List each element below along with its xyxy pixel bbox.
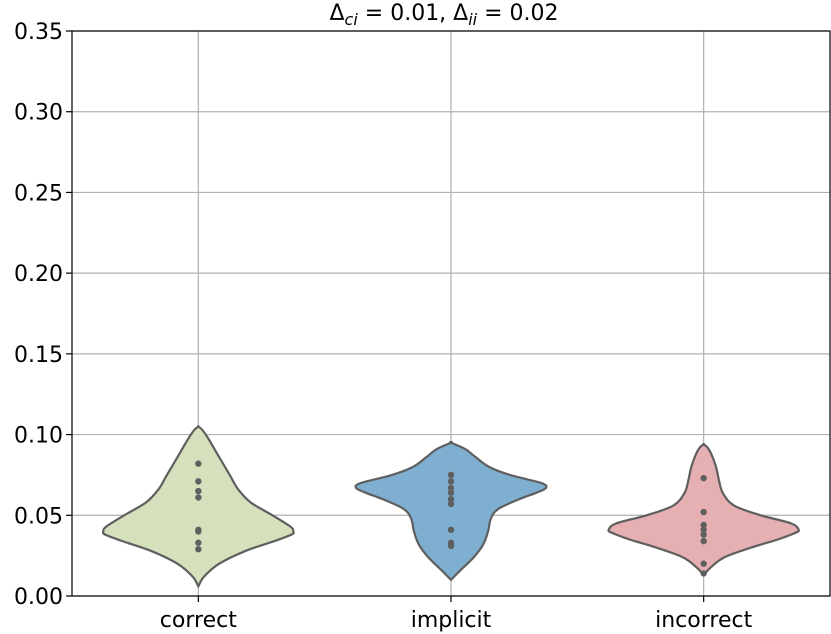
data-point	[447, 495, 455, 503]
title-delta-1: Δ	[329, 1, 344, 26]
data-point	[195, 460, 202, 467]
data-point	[195, 478, 202, 485]
data-point	[447, 489, 455, 496]
data-point	[700, 526, 707, 534]
data-point	[447, 526, 455, 534]
y-tick-label: 0.10	[14, 424, 63, 449]
y-tick-label: 0.00	[14, 585, 63, 610]
data-point	[195, 526, 202, 534]
data-point	[195, 494, 202, 501]
x-tick-label: incorrect	[655, 608, 752, 633]
y-tick-label: 0.05	[14, 504, 63, 529]
y-tick-label: 0.30	[14, 101, 63, 126]
data-point	[700, 531, 707, 538]
data-point	[447, 500, 455, 508]
data-point	[700, 560, 707, 567]
title-equals-1: = 0.01,	[358, 1, 453, 26]
data-point	[700, 537, 707, 545]
title-equals-2: = 0.02	[477, 1, 558, 26]
y-tick-label: 0.25	[14, 181, 63, 206]
violin-implicit	[354, 440, 548, 582]
data-point	[447, 471, 455, 479]
y-tick-label: 0.35	[14, 20, 63, 45]
x-tick-label: correct	[160, 608, 237, 633]
y-axis: 0.00 0.05 0.10 0.15 0.20 0.25 0.30 0.35	[14, 20, 72, 610]
data-point	[447, 539, 455, 546]
data-point	[195, 487, 202, 495]
y-tick-label: 0.20	[14, 262, 63, 287]
y-tick-label: 0.15	[14, 343, 63, 368]
data-point	[195, 539, 202, 546]
data-point	[700, 570, 707, 577]
title-subscript-1: ci	[345, 10, 359, 29]
violin-correct	[101, 425, 295, 589]
x-axis: correct implicit incorrect	[160, 596, 753, 633]
data-point	[700, 508, 707, 516]
data-point	[447, 478, 455, 485]
chart-title: Δci = 0.01, Δii = 0.02	[329, 1, 558, 29]
data-point	[447, 484, 455, 492]
title-delta-2: Δ	[453, 1, 468, 26]
data-point	[700, 474, 707, 482]
data-point	[195, 545, 202, 553]
x-tick-label: implicit	[411, 608, 492, 633]
data-point	[700, 521, 707, 529]
violins	[101, 425, 800, 589]
title-subscript-2: ii	[468, 10, 477, 29]
